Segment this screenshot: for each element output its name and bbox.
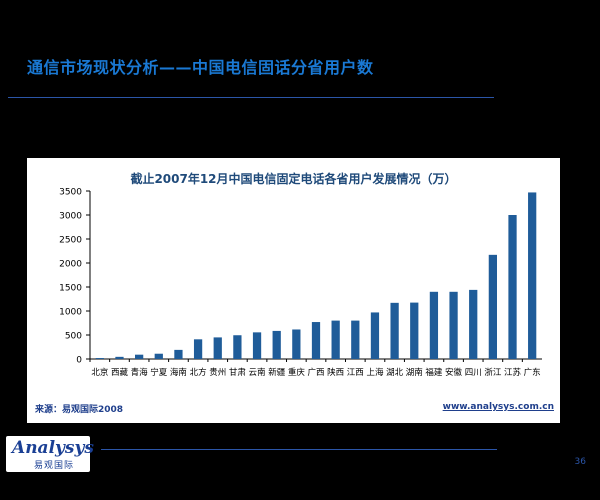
bar-7 bbox=[233, 335, 242, 359]
page-number: 36 bbox=[574, 457, 586, 467]
footer-divider bbox=[101, 449, 497, 450]
bar-1 bbox=[115, 356, 124, 359]
slide-title: 通信市场现状分析——中国电信固话分省用户数 bbox=[27, 58, 374, 77]
x-tick-label: 浙江 bbox=[484, 367, 502, 378]
x-tick-label: 上海 bbox=[366, 367, 384, 378]
bar-2 bbox=[135, 354, 144, 359]
x-tick-label: 江西 bbox=[347, 368, 364, 378]
bar-19 bbox=[469, 289, 478, 359]
x-tick-label: 重庆 bbox=[288, 367, 306, 378]
x-tick-label: 江苏 bbox=[504, 367, 522, 378]
bar-18 bbox=[449, 291, 458, 359]
bar-10 bbox=[292, 329, 301, 359]
x-tick-label: 青海 bbox=[131, 367, 149, 378]
source-label: 来源：易观国际2008 bbox=[35, 405, 124, 415]
bar-6 bbox=[213, 337, 222, 359]
bar-11 bbox=[311, 322, 321, 359]
y-tick-label: 3000 bbox=[59, 212, 82, 222]
x-tick-label: 四川 bbox=[465, 368, 482, 378]
bar-8 bbox=[252, 332, 262, 359]
x-tick-label: 湖北 bbox=[386, 368, 404, 378]
bar-15 bbox=[390, 302, 399, 359]
x-tick-label: 北京 bbox=[91, 367, 108, 378]
website-link[interactable]: www.analysys.com.cn bbox=[442, 402, 554, 412]
chart-title: 截止2007年12月中国电信固定电话各省用户发展情况（万） bbox=[130, 172, 457, 186]
x-tick-label: 福建 bbox=[425, 367, 443, 378]
chart-panel: 截止2007年12月中国电信固定电话各省用户发展情况（万） 0 500 1000 15… bbox=[27, 158, 560, 423]
company-logo: Analysys 易观国际 bbox=[6, 436, 94, 472]
bar-9 bbox=[272, 330, 281, 359]
y-tick-label: 0 bbox=[76, 356, 82, 366]
bar-3 bbox=[154, 353, 163, 359]
x-tick-label: 陕西 bbox=[327, 367, 344, 378]
logo-wordmark: Analysys bbox=[12, 438, 94, 458]
bar-12 bbox=[331, 320, 340, 359]
y-tick-label: 1000 bbox=[59, 308, 82, 318]
title-divider bbox=[8, 97, 494, 98]
bar-16 bbox=[410, 302, 419, 359]
x-tick-label: 广东 bbox=[524, 367, 541, 378]
x-tick-label: 湖南 bbox=[406, 367, 423, 378]
x-tick-label: 北方 bbox=[190, 367, 207, 378]
x-tick-label: 广西 bbox=[307, 367, 324, 378]
bar-5 bbox=[193, 339, 203, 359]
x-tick-label: 甘肃 bbox=[229, 367, 247, 378]
bar-22 bbox=[528, 192, 537, 359]
bar-20 bbox=[488, 254, 497, 359]
bar-4 bbox=[174, 349, 183, 359]
y-tick-label: 2500 bbox=[59, 236, 82, 246]
y-tick-label: 3500 bbox=[59, 188, 82, 198]
logo-subtitle: 易观国际 bbox=[34, 461, 75, 471]
y-tick-label: 1500 bbox=[59, 284, 82, 294]
y-tick-label: 500 bbox=[65, 332, 82, 342]
bar-21 bbox=[508, 215, 517, 359]
x-tick-label: 云南 bbox=[249, 367, 266, 378]
bar-13 bbox=[351, 320, 360, 359]
bar-14 bbox=[370, 312, 380, 359]
x-tick-label: 新疆 bbox=[268, 367, 286, 378]
bar-17 bbox=[429, 291, 439, 359]
y-tick-label: 2000 bbox=[59, 260, 82, 270]
bar-chart: 0 500 1000 1500 2000 2500 3000 3500 北京 西藏 青海 宁夏 海南 北方… bbox=[59, 188, 542, 378]
x-tick-label: 宁夏 bbox=[150, 367, 168, 378]
x-tick-label: 海南 bbox=[170, 367, 187, 378]
x-tick-label: 贵州 bbox=[209, 367, 226, 378]
x-tick-label: 安徽 bbox=[445, 367, 463, 378]
bar-0 bbox=[95, 358, 104, 359]
x-tick-label: 西藏 bbox=[111, 367, 129, 378]
